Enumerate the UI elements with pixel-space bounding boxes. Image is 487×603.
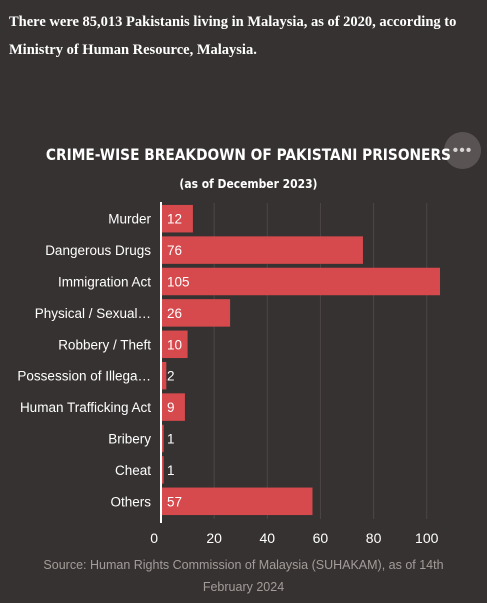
bar	[161, 456, 164, 484]
data-label: 12	[167, 212, 182, 227]
x-tick-label: 100	[415, 530, 439, 546]
bar	[161, 267, 441, 296]
chart-title: CRIME-WISE BREAKDOWN OF PAKISTANI PRISON…	[45, 145, 451, 164]
category-label: Immigration Act	[58, 275, 151, 290]
bar	[161, 393, 185, 421]
category-label: Bribery	[108, 432, 151, 447]
bar	[161, 299, 231, 327]
data-label: 105	[167, 275, 190, 290]
data-label: 10	[167, 337, 182, 352]
bar	[161, 236, 363, 264]
category-label: Human Trafficking Act	[20, 400, 151, 415]
category-label: Physical / Sexual…	[35, 306, 151, 321]
data-label: 76	[167, 243, 182, 258]
bar	[161, 424, 164, 453]
bar	[161, 361, 167, 390]
category-label: Robbery / Theft	[58, 337, 151, 352]
category-label: Others	[110, 494, 151, 509]
x-tick-label: 0	[150, 530, 158, 546]
data-label: 9	[167, 400, 175, 415]
category-label: Murder	[108, 212, 151, 227]
category-label: Possession of Illega…	[17, 369, 151, 384]
category-label: Cheat	[115, 463, 151, 478]
source-note: Source: Human Rights Commission of Malay…	[43, 558, 444, 594]
intro-text: There were 85,013 Pakistanis living in M…	[9, 14, 457, 58]
data-label: 1	[167, 463, 175, 478]
category-label: Dangerous Drugs	[45, 243, 151, 258]
data-label: 2	[167, 369, 175, 384]
data-label: 26	[167, 306, 182, 321]
chart-menu-button[interactable]: •••	[444, 132, 481, 169]
ellipsis-icon: •••	[452, 141, 473, 159]
bar	[161, 204, 193, 233]
chart-subtitle: (as of December 2023)	[179, 176, 318, 191]
bar	[161, 487, 313, 516]
x-tick-label: 80	[366, 530, 382, 546]
data-label: 57	[167, 494, 182, 509]
x-tick-label: 20	[206, 530, 222, 546]
data-label: 1	[167, 432, 175, 447]
bar	[161, 330, 188, 359]
x-tick-label: 40	[260, 530, 276, 546]
x-tick-label: 60	[313, 530, 329, 546]
